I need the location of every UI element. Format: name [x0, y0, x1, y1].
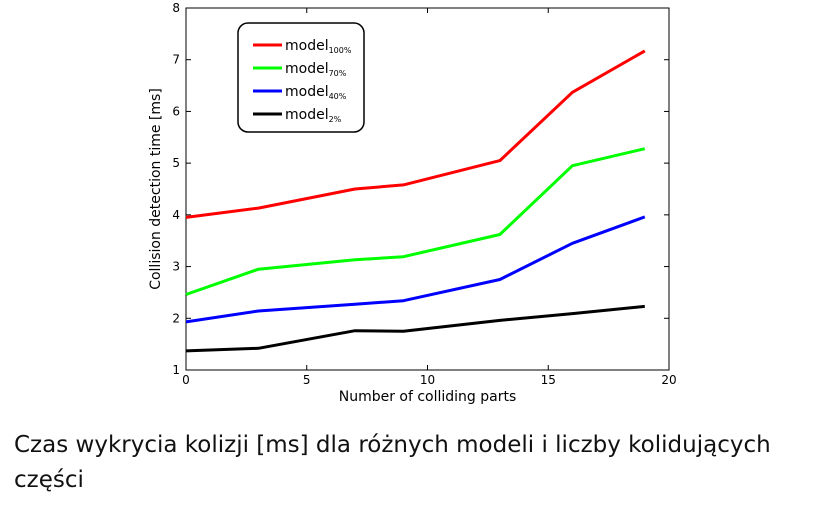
- line-chart: 0 5 10 15 20 1 2 3 4 5 6 7 8 Number of colliding part…: [148, 1, 677, 405]
- y-tick-label: 3: [172, 260, 180, 274]
- y-tick-label: 8: [172, 1, 180, 15]
- y-tick-label: 1: [172, 363, 180, 377]
- y-axis-label: Collision detection time [ms]: [148, 88, 164, 290]
- figure-caption: Czas wykrycia kolizji [ms] dla różnych m…: [14, 432, 771, 493]
- series-line-2pct: [185, 304, 645, 353]
- y-tick-label: 7: [172, 53, 180, 67]
- y-tick-label: 5: [172, 156, 180, 170]
- x-tick-label: 10: [420, 373, 435, 387]
- x-tick-label: 0: [182, 373, 190, 387]
- axes: 0 5 10 15 20 1 2 3 4 5 6 7 8 Number of colliding part…: [148, 1, 677, 405]
- series-line-70pct: [185, 147, 646, 296]
- series-line-100pct: [185, 49, 646, 219]
- x-tick-label: 5: [303, 373, 311, 387]
- x-axis-label: Number of colliding parts: [339, 389, 517, 405]
- x-tick-label: 15: [541, 373, 556, 387]
- series-line-40pct: [185, 215, 646, 324]
- legend-box: [237, 22, 365, 133]
- series-layer: [185, 49, 646, 353]
- legend-entry: model2%: [285, 107, 342, 124]
- y-tick-label: 4: [172, 208, 180, 222]
- y-tick-label: 6: [172, 104, 180, 118]
- y-tick-label: 2: [172, 311, 180, 325]
- x-tick-label: 20: [661, 373, 676, 387]
- legend: model100%model70%model40%model2%: [237, 22, 365, 133]
